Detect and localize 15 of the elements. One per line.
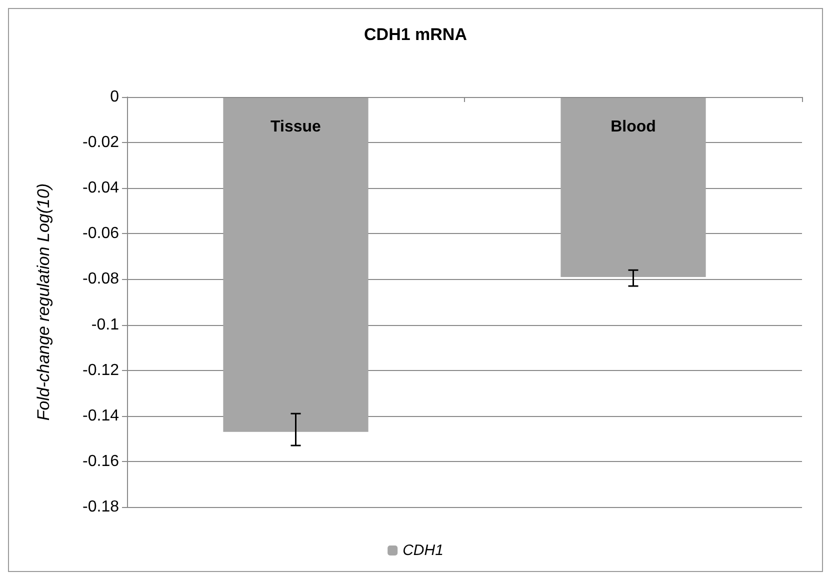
x-tick-label: Tissue xyxy=(270,118,322,136)
y-tick-label: -0.08 xyxy=(82,270,120,288)
chart-title: CDH1 mRNA xyxy=(364,25,467,44)
y-tick-label: -0.16 xyxy=(82,452,120,470)
y-tick-label: 0 xyxy=(110,88,120,106)
y-tick-label: -0.18 xyxy=(82,498,120,516)
y-tick-label: -0.14 xyxy=(82,407,120,424)
y-tick-label: -0.02 xyxy=(82,134,120,152)
y-tick-label: -0.06 xyxy=(82,225,120,242)
x-tick-label: Blood xyxy=(610,118,656,136)
y-tick-label: -0.12 xyxy=(82,362,120,379)
y-tick-label: -0.04 xyxy=(82,180,120,197)
y-tick-label: -0.1 xyxy=(91,316,120,334)
legend-label: CDH1 xyxy=(402,542,444,559)
y-axis-title: Fold-change regulation Log(10) xyxy=(34,183,53,421)
